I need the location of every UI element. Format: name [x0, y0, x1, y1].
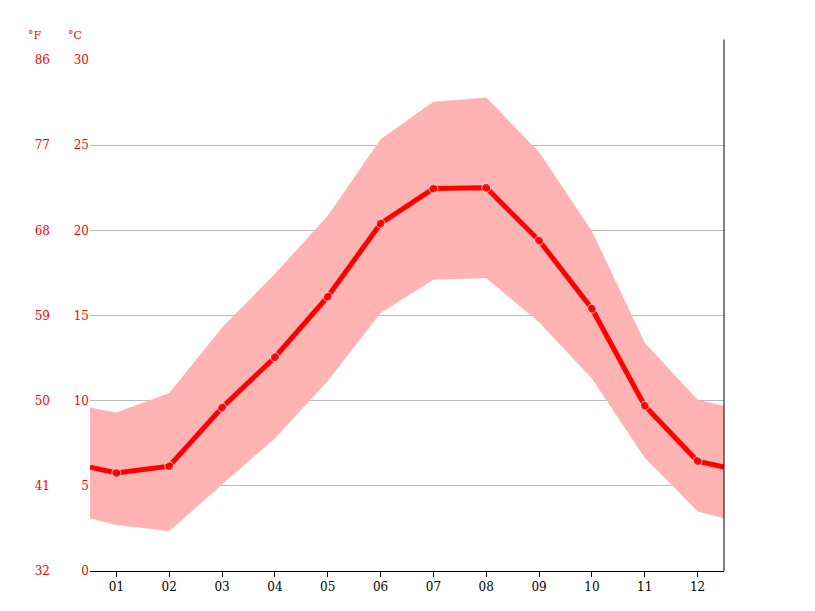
svg-text:68: 68 [35, 224, 50, 238]
svg-text:20: 20 [74, 224, 89, 238]
svg-text:86: 86 [35, 53, 50, 67]
svg-text:10: 10 [584, 580, 599, 594]
svg-text:0: 0 [81, 564, 89, 578]
svg-text:59: 59 [35, 309, 50, 323]
svg-text:07: 07 [426, 580, 441, 594]
svg-text:05: 05 [320, 580, 335, 594]
svg-text:10: 10 [74, 394, 89, 408]
svg-text:11: 11 [637, 580, 652, 594]
svg-text:32: 32 [35, 564, 50, 578]
svg-text:50: 50 [35, 394, 50, 408]
svg-text:15: 15 [74, 309, 89, 323]
svg-text:04: 04 [267, 580, 283, 594]
svg-text:41: 41 [35, 479, 50, 493]
svg-text:12: 12 [690, 580, 705, 594]
svg-text:03: 03 [214, 580, 229, 594]
svg-text:06: 06 [373, 580, 388, 594]
svg-text:02: 02 [162, 580, 177, 594]
svg-text:25: 25 [74, 138, 89, 152]
svg-text:30: 30 [74, 53, 89, 67]
svg-text:°F: °F [28, 29, 42, 42]
svg-text:01: 01 [109, 580, 124, 594]
svg-text:09: 09 [531, 580, 546, 594]
svg-text:5: 5 [81, 479, 89, 493]
svg-text:°C: °C [68, 29, 82, 42]
svg-text:08: 08 [479, 580, 494, 594]
svg-text:77: 77 [35, 138, 50, 152]
